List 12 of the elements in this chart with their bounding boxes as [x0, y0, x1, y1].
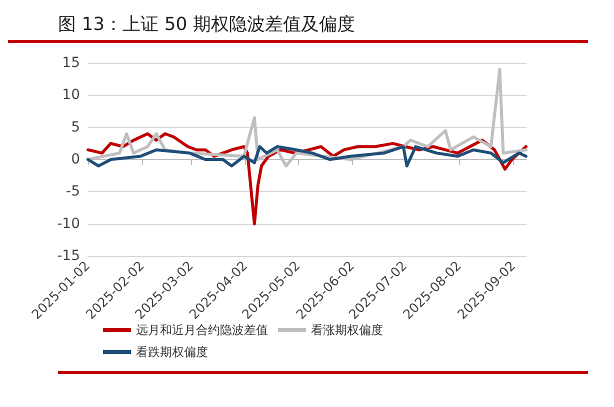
line-series: [86, 145, 528, 168]
legend-label: 远月和近月合约隐波差值: [136, 323, 268, 337]
legend-label: 看涨期权偏度: [311, 323, 383, 337]
y-tick-label: 5: [71, 119, 80, 136]
y-tick-label: -15: [57, 248, 80, 264]
chart-title: 图 13：上证 50 期权隐波差值及偏度: [8, 8, 588, 43]
y-tick-label: 0: [71, 152, 80, 168]
y-tick-label: 10: [62, 87, 80, 104]
y-tick-label: -10: [57, 216, 80, 232]
legend-label: 看跌期权偏度: [136, 345, 208, 359]
y-tick-label: -5: [66, 184, 80, 200]
y-tick-label: 15: [62, 55, 80, 71]
